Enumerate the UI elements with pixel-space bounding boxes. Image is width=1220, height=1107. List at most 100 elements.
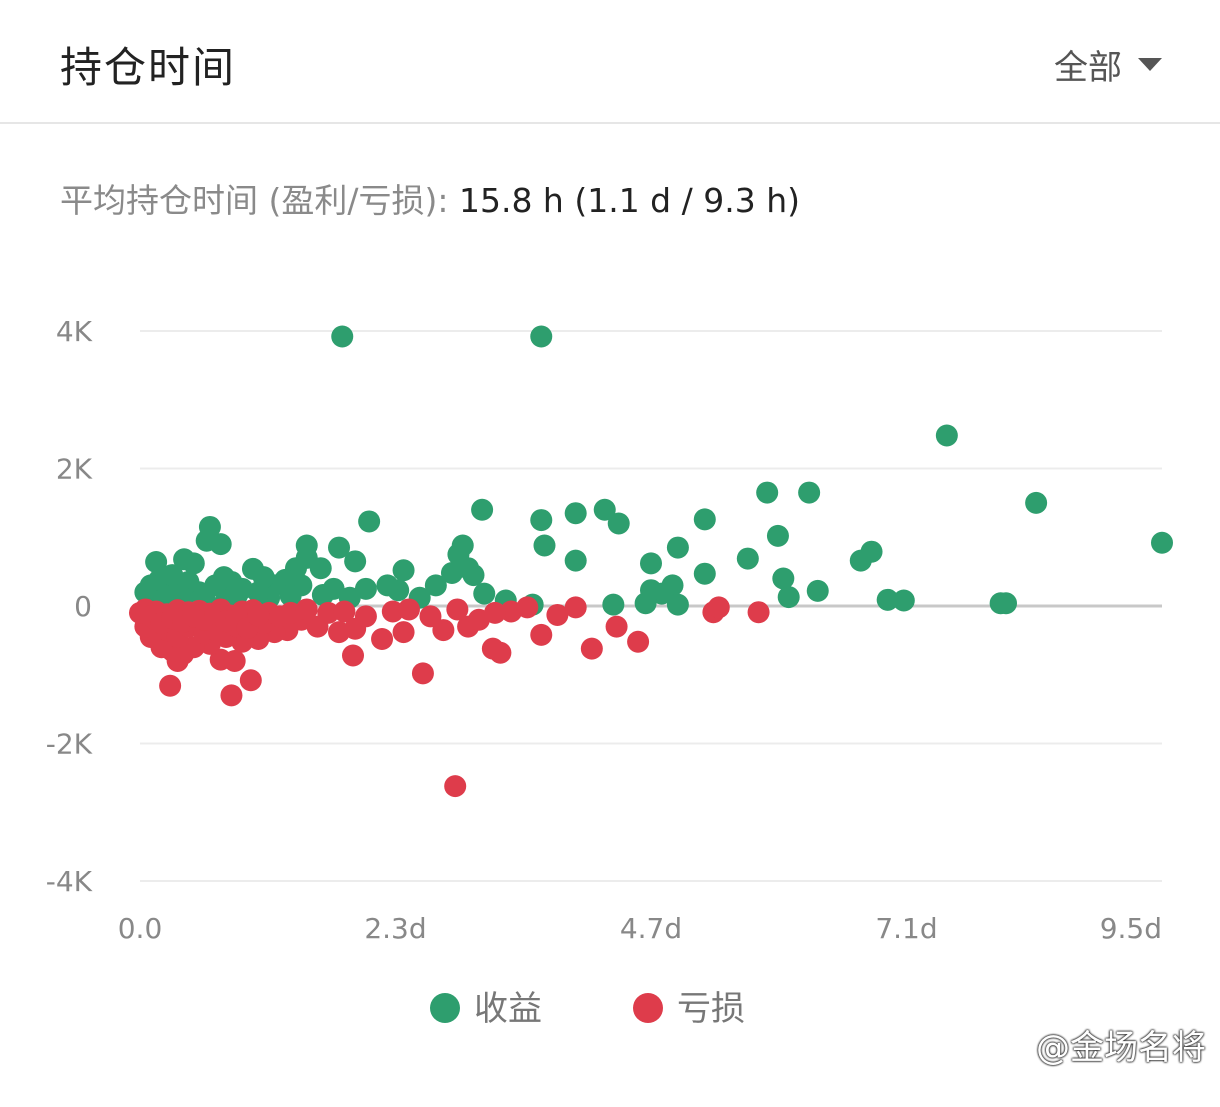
legend-label[interactable]: 亏损 [677,989,745,1029]
loss-point[interactable] [328,621,351,644]
profit-point[interactable] [530,509,553,532]
profit-point[interactable] [309,557,332,580]
loss-point[interactable] [223,650,246,672]
profit-point[interactable] [530,325,553,348]
profit-point[interactable] [995,592,1018,615]
loss-point[interactable] [247,604,270,627]
profit-point[interactable] [564,549,587,572]
legend: 收益 亏损 [430,989,745,1029]
loss-point[interactable] [481,637,504,660]
loss-point[interactable] [419,605,442,628]
loss-point[interactable] [564,596,587,619]
profit-point[interactable] [182,552,205,575]
average-holding-time: 平均持仓时间 (盈利/亏损): 15.8 h (1.1 d / 9.3 h) [60,174,800,222]
loss-point[interactable] [342,644,365,667]
profit-point[interactable] [328,536,351,559]
profit-point[interactable] [473,582,496,605]
profit-point[interactable] [145,551,168,573]
profit-point[interactable] [279,584,302,607]
profit-point[interactable] [806,579,829,602]
profit-point[interactable] [798,481,821,504]
legend-label[interactable]: 收益 [474,989,542,1029]
profit-point[interactable] [766,524,789,547]
profit-point[interactable] [736,547,759,570]
profit-point[interactable] [195,529,218,552]
loss-point[interactable] [392,621,415,644]
loss-point[interactable] [411,662,434,685]
profit-point[interactable] [892,589,915,612]
profit-point[interactable] [440,562,463,584]
profit-point[interactable] [876,588,899,611]
caret-down-icon [1138,58,1162,71]
x-tick-label: 9.5d [1100,912,1162,945]
profit-point[interactable] [392,559,415,582]
x-tick-label: 2.3d [364,912,426,945]
loss-point[interactable] [220,684,243,707]
loss-point[interactable] [605,615,628,638]
profit-point[interactable] [533,534,556,557]
y-tick-label: 4K [56,315,93,348]
profit-point[interactable] [358,510,381,533]
profit-point[interactable] [772,567,795,590]
x-tick-label: 0.0 [118,912,163,945]
loss-point[interactable] [159,674,182,697]
loss-point[interactable] [397,598,420,621]
loss-point[interactable] [546,603,569,626]
profit-point[interactable] [693,562,716,585]
average-holding-time-label: 平均持仓时间 (盈利/亏损): [60,181,459,220]
loss-point[interactable] [432,619,455,642]
profit-point[interactable] [693,508,716,531]
loss-point[interactable] [295,598,318,621]
profit-point[interactable] [640,552,662,575]
loss-point[interactable] [747,601,770,624]
profit-point[interactable] [666,536,689,559]
profit-point[interactable] [1151,531,1173,554]
y-tick-label: 0 [74,590,92,623]
loss-point[interactable] [516,596,539,619]
profit-point[interactable] [161,564,184,587]
loss-point[interactable] [580,637,603,660]
profit-point[interactable] [424,574,447,597]
loss-point[interactable] [333,600,356,623]
profit-point[interactable] [331,325,354,348]
loss-point[interactable] [354,605,377,628]
profit-point[interactable] [462,564,485,587]
x-tick-label: 4.7d [620,912,682,945]
profit-point[interactable] [344,550,367,573]
legend-marker-icon [430,993,460,1023]
profit-point[interactable] [376,574,399,597]
profit-point[interactable] [593,498,616,521]
profit-point[interactable] [860,540,883,563]
profit-point[interactable] [666,593,689,616]
filter-dropdown[interactable]: 全部 [1054,40,1162,89]
profit-point[interactable] [607,512,630,535]
filter-dropdown-label: 全部 [1054,48,1122,88]
loss-point[interactable] [707,596,730,619]
loss-point[interactable] [444,775,467,798]
loss-point[interactable] [530,623,553,646]
loss-point[interactable] [239,669,262,692]
profit-point[interactable] [756,481,779,504]
loss-point[interactable] [317,601,340,624]
profit-point[interactable] [471,498,494,521]
loss-point[interactable] [627,630,650,653]
profit-point[interactable] [311,584,334,606]
profit-point[interactable] [1025,491,1048,514]
loss-point[interactable] [446,598,469,621]
profit-point[interactable] [640,579,662,602]
watermark: @金场名将 [1036,1028,1206,1068]
profit-point[interactable] [935,424,958,447]
loss-point[interactable] [371,628,394,650]
profit-point[interactable] [354,577,377,600]
profit-point[interactable] [564,502,587,525]
average-holding-time-value: 15.8 h (1.1 d / 9.3 h) [458,181,800,220]
profit-point[interactable] [602,593,625,616]
panel-header: 持仓时间 全部 [0,0,1220,124]
y-axis-ticks: 4K 2K 0 -2K -4K [46,315,93,898]
y-tick-label: -4K [46,865,93,898]
profit-point[interactable] [252,566,275,589]
loss-point[interactable] [381,600,404,623]
loss-point[interactable] [484,601,507,624]
profit-point[interactable] [777,586,800,609]
